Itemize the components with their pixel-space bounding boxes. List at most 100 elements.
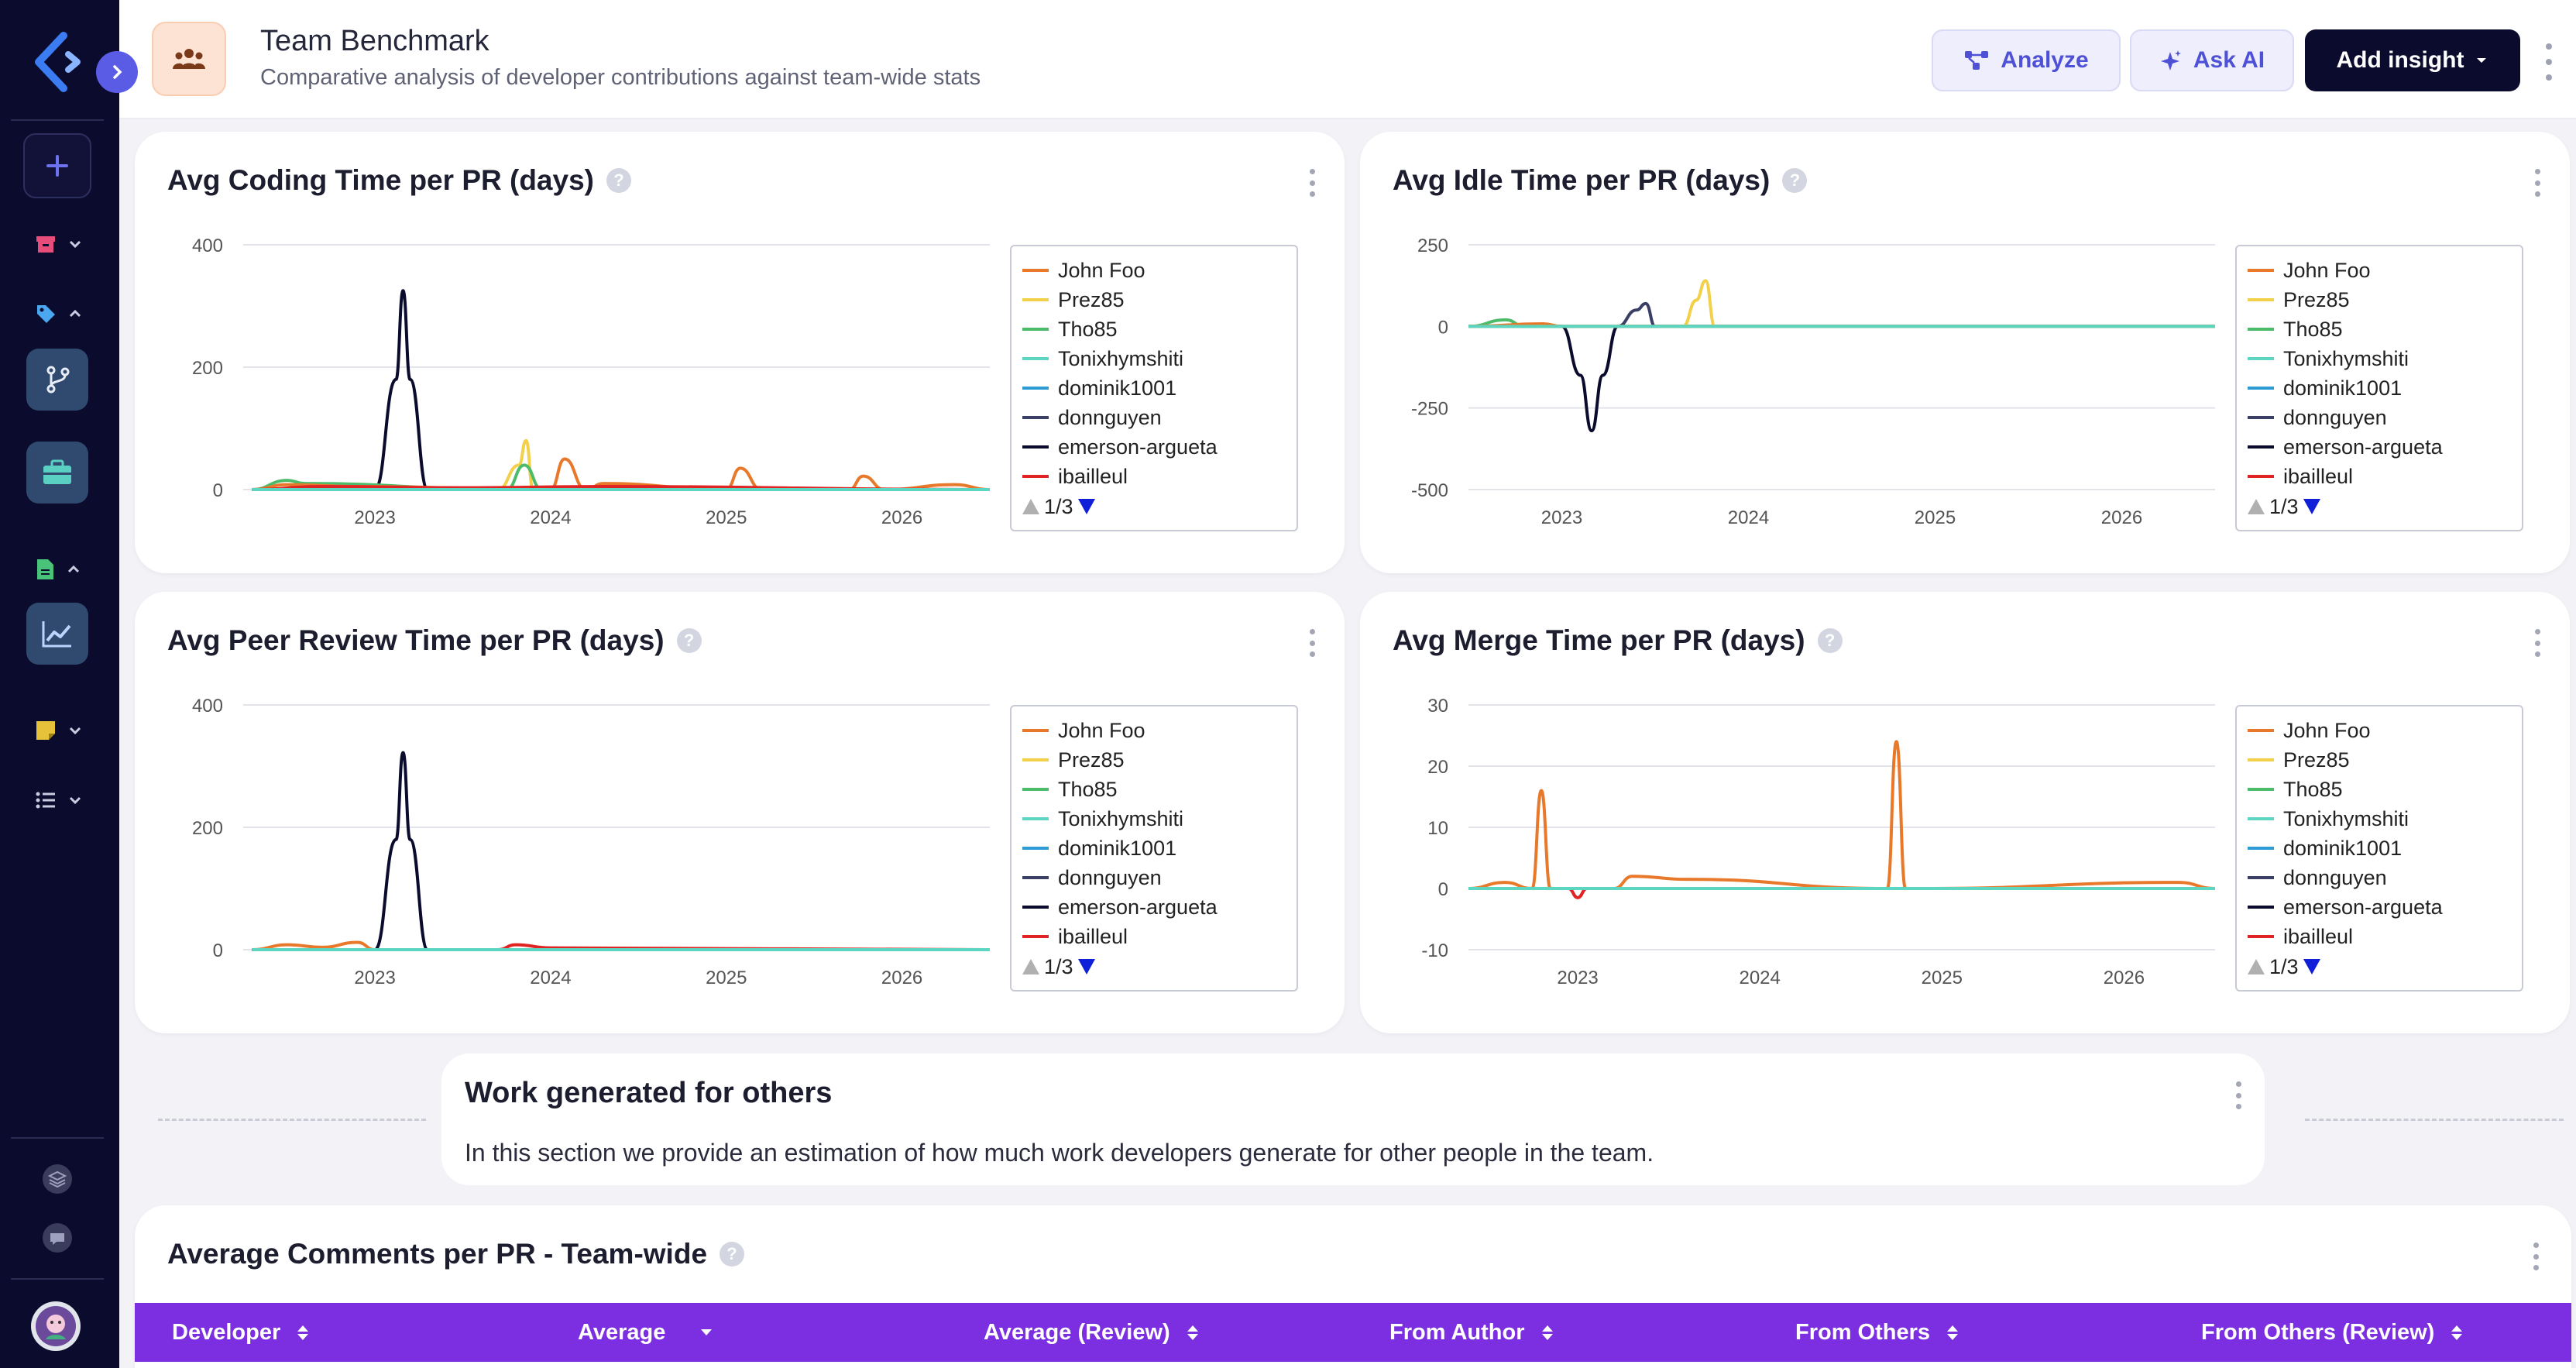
sort-icon[interactable]	[297, 1325, 309, 1340]
legend-item[interactable]: donnguyen	[1022, 403, 1286, 432]
card-more-menu-icon[interactable]	[2530, 629, 2545, 657]
legend-item[interactable]: dominik1001	[2248, 373, 2511, 403]
legend-item[interactable]: Tho85	[2248, 315, 2511, 344]
sidebar-item-notes[interactable]	[34, 719, 82, 742]
legend-item[interactable]: Prez85	[2248, 285, 2511, 315]
sort-icon[interactable]	[1187, 1325, 1198, 1340]
page-subtitle: Comparative analysis of developer contri…	[260, 65, 981, 90]
sort-icon[interactable]	[2451, 1325, 2463, 1340]
legend-next-page-icon[interactable]	[2303, 959, 2320, 974]
app-logo-icon[interactable]	[23, 28, 91, 96]
legend-item[interactable]: dominik1001	[1022, 373, 1286, 403]
legend-item[interactable]: Tho85	[2248, 775, 2511, 804]
ask-ai-button[interactable]: Ask AI	[2130, 29, 2294, 91]
add-insight-button[interactable]: Add insight	[2305, 29, 2520, 91]
analyze-button[interactable]: Analyze	[1932, 29, 2121, 91]
legend-item[interactable]: dominik1001	[1022, 834, 1286, 863]
legend-item[interactable]: ibailleul	[2248, 462, 2511, 491]
legend-item[interactable]: Prez85	[2248, 745, 2511, 775]
column-header-from-others-review[interactable]: From Others (Review)	[2201, 1303, 2463, 1362]
legend-item[interactable]: John Foo	[2248, 256, 2511, 285]
legend-swatch	[2248, 269, 2274, 272]
help-icon[interactable]: ?	[1817, 628, 1843, 653]
legend-next-page-icon[interactable]	[2303, 499, 2320, 514]
series-line	[252, 289, 990, 492]
sidebar-item-lists[interactable]	[34, 789, 82, 812]
legend-item[interactable]: ibailleul	[1022, 462, 1286, 491]
chat-icon[interactable]	[39, 1219, 76, 1256]
legend-item[interactable]: Tho85	[1022, 315, 1286, 344]
sidebar-item-branches[interactable]	[26, 349, 88, 411]
section-more-menu-icon[interactable]	[2231, 1081, 2246, 1109]
sidebar-divider	[11, 1137, 104, 1139]
legend-item[interactable]: Prez85	[1022, 285, 1286, 315]
legend-prev-page-icon[interactable]	[1022, 499, 1039, 514]
sidebar-item-portfolio[interactable]	[26, 442, 88, 504]
help-icon[interactable]: ?	[1782, 168, 1808, 193]
legend-swatch	[2248, 328, 2274, 331]
legend-item[interactable]: Tho85	[1022, 775, 1286, 804]
git-branch-icon	[46, 366, 70, 394]
legend-prev-page-icon[interactable]	[1022, 959, 1039, 974]
column-header-from-others[interactable]: From Others	[1795, 1303, 1959, 1362]
legend-item[interactable]: Tonixhymshiti	[2248, 804, 2511, 834]
legend-item[interactable]: donnguyen	[2248, 403, 2511, 432]
legend-item[interactable]: emerson-argueta	[2248, 892, 2511, 922]
legend-swatch	[2248, 788, 2274, 791]
sidebar-item-archive[interactable]	[34, 232, 82, 256]
user-avatar[interactable]	[31, 1301, 81, 1351]
sidebar-item-tags[interactable]	[34, 302, 82, 325]
legend-item[interactable]: emerson-argueta	[2248, 432, 2511, 462]
sort-icon[interactable]	[1947, 1325, 1959, 1340]
chart-legend: John Foo Prez85 Tho85 Tonixhymshiti dominik1…	[1010, 245, 1298, 531]
y-tick-label: 250	[1417, 235, 1448, 256]
legend-item[interactable]: John Foo	[1022, 256, 1286, 285]
x-tick-label: 2025	[1922, 968, 1963, 988]
help-icon[interactable]: ?	[720, 1242, 745, 1267]
series-line	[1468, 740, 2216, 891]
network-icon	[1965, 51, 1989, 70]
card-more-menu-icon[interactable]	[2530, 169, 2545, 197]
legend-item[interactable]: John Foo	[2248, 716, 2511, 745]
column-header-average[interactable]: Average	[578, 1303, 713, 1362]
legend-item[interactable]: ibailleul	[2248, 922, 2511, 951]
sidebar-item-documents[interactable]	[34, 558, 81, 581]
legend-item[interactable]: emerson-argueta	[1022, 432, 1286, 462]
sort-icon[interactable]	[1541, 1325, 1553, 1340]
legend-next-page-icon[interactable]	[1077, 499, 1095, 514]
column-header-developer[interactable]: Developer	[172, 1303, 309, 1362]
legend-item[interactable]: donnguyen	[1022, 863, 1286, 892]
y-tick-label: -250	[1411, 399, 1448, 420]
sort-desc-icon[interactable]	[701, 1329, 713, 1335]
legend-item[interactable]: Prez85	[1022, 745, 1286, 775]
card-more-menu-icon[interactable]	[2528, 1243, 2543, 1270]
column-header-from-author[interactable]: From Author	[1389, 1303, 1553, 1362]
y-tick-label: 20	[1427, 757, 1448, 778]
legend-prev-page-icon[interactable]	[2248, 959, 2265, 974]
legend-swatch	[1022, 935, 1049, 938]
legend-item[interactable]: emerson-argueta	[1022, 892, 1286, 922]
legend-item[interactable]: Tonixhymshiti	[1022, 804, 1286, 834]
card-more-menu-icon[interactable]	[1304, 629, 1320, 657]
legend-item[interactable]: donnguyen	[2248, 863, 2511, 892]
help-icon[interactable]: ?	[606, 168, 631, 193]
legend-item[interactable]: dominik1001	[2248, 834, 2511, 863]
legend-item[interactable]: John Foo	[1022, 716, 1286, 745]
help-icon[interactable]: ?	[676, 628, 702, 653]
sidebar-item-insights[interactable]	[26, 603, 88, 665]
sidebar-expand-button[interactable]	[96, 51, 138, 93]
table-header-row: Developer Average Average (Review) From …	[135, 1303, 2571, 1362]
legend-next-page-icon[interactable]	[1077, 959, 1095, 974]
legend-item[interactable]: ibailleul	[1022, 922, 1286, 951]
legend-prev-page-icon[interactable]	[2248, 499, 2265, 514]
layers-icon[interactable]	[39, 1160, 76, 1198]
sidebar-add-button[interactable]	[23, 133, 91, 198]
legend-item[interactable]: Tonixhymshiti	[1022, 344, 1286, 373]
column-header-average-review[interactable]: Average (Review)	[984, 1303, 1198, 1362]
header-more-menu-icon[interactable]	[2537, 39, 2561, 85]
x-tick-label: 2025	[706, 968, 747, 988]
x-tick-label: 2026	[2104, 968, 2145, 988]
card-more-menu-icon[interactable]	[1304, 169, 1320, 197]
legend-item[interactable]: Tonixhymshiti	[2248, 344, 2511, 373]
coding-time-chart: 0 200 400 2023 2024 2025 2026	[192, 235, 991, 528]
